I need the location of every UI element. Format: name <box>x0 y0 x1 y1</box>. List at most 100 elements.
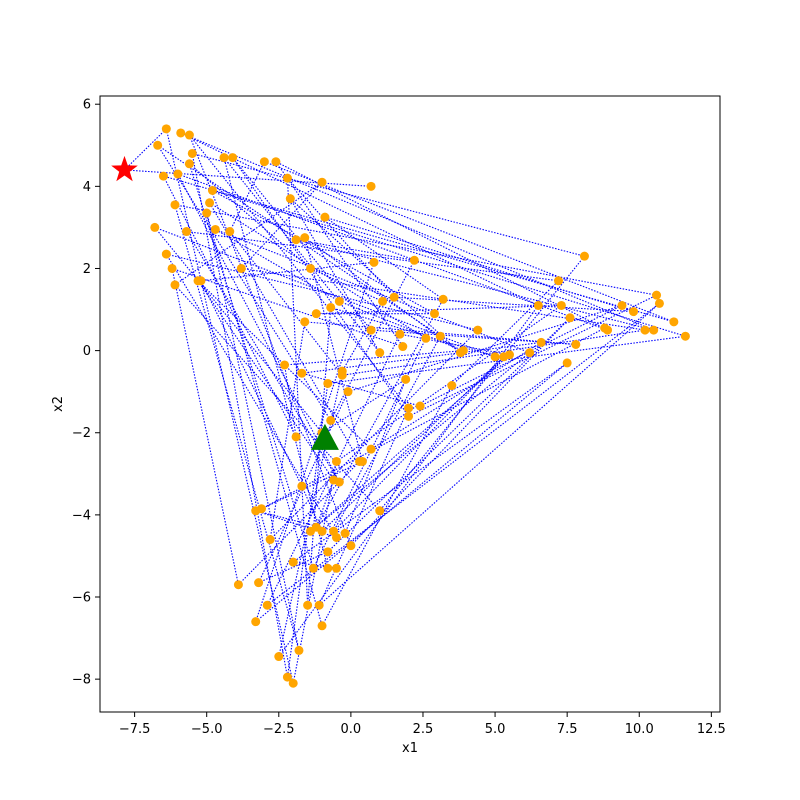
data-point <box>404 411 414 421</box>
y-tick-label: 0 <box>83 344 91 359</box>
data-point <box>256 504 266 514</box>
path-segment <box>379 255 585 512</box>
data-point <box>207 185 217 195</box>
path-segment <box>255 362 568 623</box>
data-point <box>346 541 356 551</box>
data-point <box>554 276 564 286</box>
data-point <box>357 456 367 466</box>
data-point <box>161 124 171 134</box>
data-point <box>430 309 440 319</box>
path-segment <box>287 177 395 298</box>
data-point <box>600 323 610 333</box>
data-point <box>366 181 376 191</box>
path-segment <box>229 161 265 232</box>
data-point <box>447 381 457 391</box>
data-point <box>167 263 177 273</box>
data-point <box>329 526 339 536</box>
data-point <box>282 173 292 183</box>
path-segment <box>304 237 363 462</box>
data-point <box>654 298 664 308</box>
path-segment <box>341 301 384 372</box>
path-segment <box>206 212 300 651</box>
data-point <box>421 333 431 343</box>
data-point <box>323 547 333 557</box>
x-tick-label: 12.5 <box>697 722 726 737</box>
data-point <box>308 563 318 573</box>
data-point <box>640 325 650 335</box>
data-point <box>259 157 269 167</box>
data-point <box>404 403 414 413</box>
data-point <box>669 317 679 327</box>
path-segment <box>266 302 660 606</box>
path-segment <box>200 261 375 282</box>
path-segment <box>255 510 337 538</box>
path-segment <box>124 169 372 187</box>
data-point <box>184 159 194 169</box>
data-point <box>314 600 324 610</box>
y-tick-label: −4 <box>72 508 91 523</box>
path-segment <box>344 379 407 534</box>
path-segment <box>278 305 539 657</box>
path-segment <box>286 178 309 606</box>
data-point <box>228 153 238 163</box>
data-point <box>150 222 160 232</box>
data-point <box>300 233 310 243</box>
data-point <box>176 128 186 138</box>
path-segment <box>165 253 337 538</box>
data-point <box>375 506 385 516</box>
data-point <box>288 557 298 567</box>
data-point <box>536 337 546 347</box>
markers <box>111 155 339 450</box>
path-segment <box>180 132 539 306</box>
path-segment <box>339 300 464 352</box>
y-tick-label: −2 <box>72 426 91 441</box>
data-point <box>562 358 572 368</box>
data-point <box>288 678 298 688</box>
data-point <box>271 157 281 167</box>
path-segment <box>315 479 335 528</box>
data-point <box>395 329 405 339</box>
data-point <box>291 235 301 245</box>
data-point <box>331 563 341 573</box>
path-segment <box>318 302 660 606</box>
path-segment <box>295 239 415 261</box>
path-segment <box>275 161 608 331</box>
path-segment <box>180 132 654 331</box>
data-point <box>225 227 235 237</box>
path-segment <box>261 460 363 510</box>
data-point <box>499 352 509 362</box>
data-point <box>628 307 638 317</box>
x-tick-label: −7.5 <box>119 722 151 737</box>
data-point <box>187 148 197 158</box>
path-segment <box>399 333 510 356</box>
data-point <box>331 456 341 466</box>
path-segment <box>189 163 311 269</box>
x-tick-label: −2.5 <box>263 722 295 737</box>
data-point <box>649 325 659 335</box>
path-segment <box>215 228 530 354</box>
data-point <box>343 387 353 397</box>
y-axis-ticks: −8 −6 −4 −2 0 2 4 6 <box>72 98 100 688</box>
path-segment <box>186 231 340 483</box>
data-point <box>556 300 566 310</box>
data-point <box>280 360 290 370</box>
x-tick-label: 0.0 <box>341 722 362 737</box>
data-point <box>317 177 327 187</box>
path-segment <box>318 407 410 606</box>
data-point <box>533 300 543 310</box>
data-point <box>579 251 589 261</box>
data-point <box>369 257 379 267</box>
data-point <box>375 348 385 358</box>
plot-frame <box>99 95 721 713</box>
data-point <box>170 200 180 210</box>
data-points <box>120 124 690 688</box>
data-point <box>680 331 690 341</box>
data-point <box>262 600 272 610</box>
path-segment <box>206 212 323 626</box>
data-point <box>435 331 445 341</box>
x-tick-label: 5.0 <box>485 722 506 737</box>
data-point <box>366 325 376 335</box>
x-axis-ticks: −7.5 −5.0 −2.5 0.0 2.5 5.0 7.5 10.0 12.5 <box>119 712 726 737</box>
